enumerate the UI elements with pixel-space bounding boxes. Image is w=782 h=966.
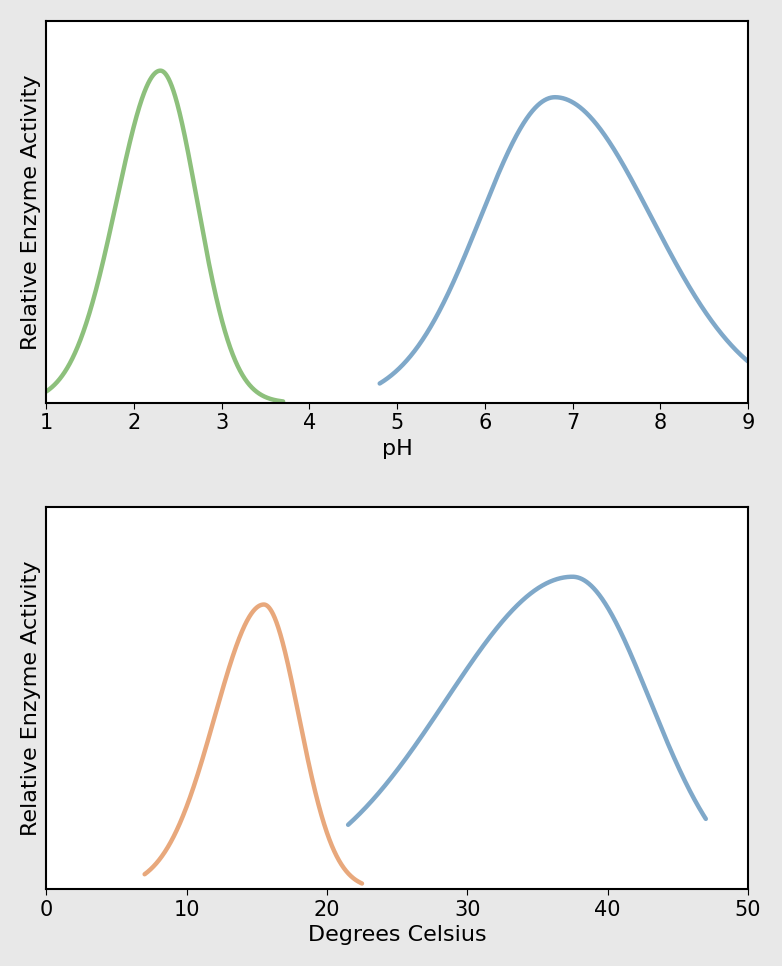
X-axis label: pH: pH xyxy=(382,439,413,459)
Y-axis label: Relative Enzyme Activity: Relative Enzyme Activity xyxy=(21,74,41,350)
X-axis label: Degrees Celsius: Degrees Celsius xyxy=(308,925,486,945)
Y-axis label: Relative Enzyme Activity: Relative Enzyme Activity xyxy=(21,560,41,836)
